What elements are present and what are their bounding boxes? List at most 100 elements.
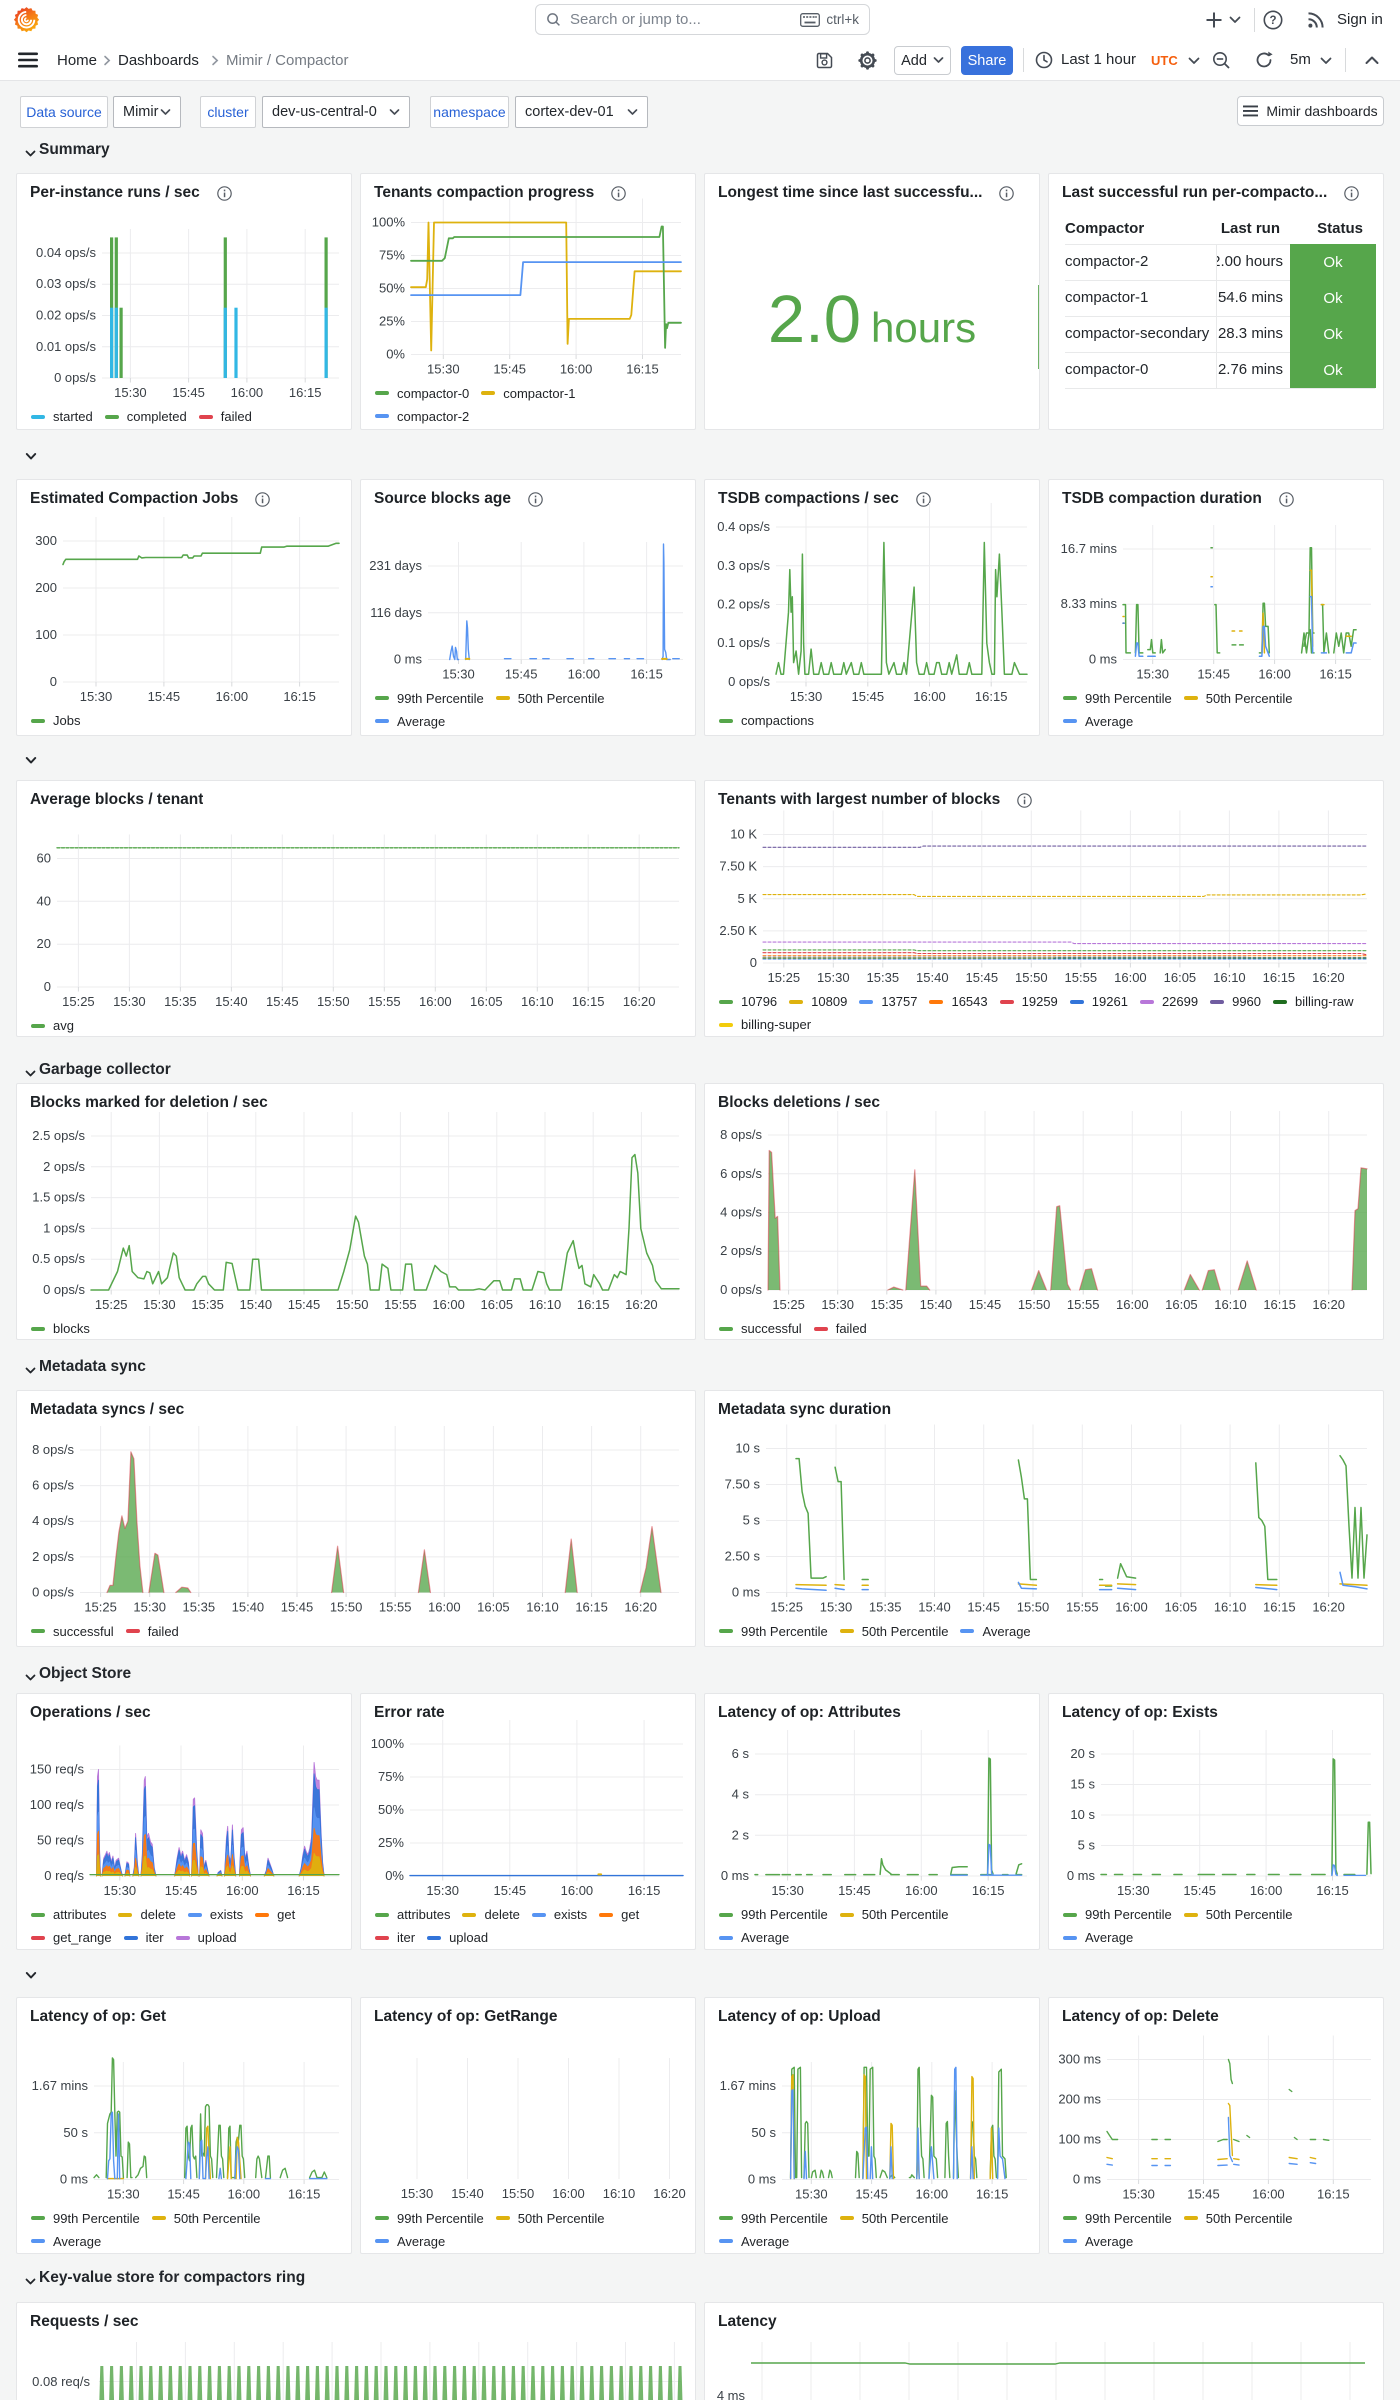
svg-text:16:20: 16:20 — [624, 1600, 657, 1615]
svg-text:16:15: 16:15 — [1319, 667, 1352, 682]
svg-text:6 ops/s: 6 ops/s — [720, 1166, 762, 1181]
svg-text:15:30: 15:30 — [427, 362, 460, 377]
svg-text:16:05: 16:05 — [1165, 1297, 1198, 1312]
svg-text:16:00: 16:00 — [231, 385, 264, 400]
svg-text:100 req/s: 100 req/s — [30, 1797, 85, 1812]
svg-text:0 ms: 0 ms — [1073, 2172, 1102, 2187]
svg-text:0.02 ops/s: 0.02 ops/s — [36, 308, 96, 323]
svg-text:16:20: 16:20 — [1312, 1600, 1345, 1615]
svg-text:15:50: 15:50 — [1018, 1297, 1051, 1312]
svg-text:25%: 25% — [379, 314, 405, 329]
svg-text:15:55: 15:55 — [384, 1297, 417, 1312]
svg-text:6 s: 6 s — [732, 1746, 750, 1761]
svg-text:15:50: 15:50 — [502, 2186, 535, 2201]
svg-text:15:30: 15:30 — [771, 1883, 804, 1898]
svg-text:15 s: 15 s — [1070, 1777, 1095, 1792]
svg-text:15:30: 15:30 — [442, 667, 475, 682]
svg-text:5 s: 5 s — [743, 1513, 761, 1528]
svg-text:16:15: 16:15 — [976, 2187, 1009, 2202]
svg-text:0.2 ops/s: 0.2 ops/s — [717, 597, 770, 612]
svg-text:16:05: 16:05 — [1165, 1600, 1198, 1615]
svg-text:100: 100 — [35, 627, 57, 642]
svg-text:16:00: 16:00 — [913, 689, 946, 704]
svg-text:15:35: 15:35 — [183, 1600, 216, 1615]
svg-text:0: 0 — [750, 955, 757, 970]
svg-text:0.01 ops/s: 0.01 ops/s — [36, 339, 96, 354]
svg-text:7.50 K: 7.50 K — [719, 859, 757, 874]
svg-text:116 days: 116 days — [370, 605, 422, 620]
svg-text:200 ms: 200 ms — [1058, 2092, 1101, 2107]
svg-text:15:40: 15:40 — [215, 994, 248, 1009]
svg-text:15:45: 15:45 — [494, 1883, 527, 1898]
svg-text:2 ops/s: 2 ops/s — [43, 1159, 85, 1174]
svg-text:15:30: 15:30 — [817, 970, 850, 985]
svg-text:15:30: 15:30 — [820, 1600, 853, 1615]
svg-text:15:40: 15:40 — [240, 1297, 273, 1312]
svg-text:16:00: 16:00 — [1115, 1600, 1148, 1615]
svg-text:16:00: 16:00 — [905, 1883, 938, 1898]
svg-text:50 s: 50 s — [63, 2125, 88, 2140]
svg-text:15:35: 15:35 — [191, 1297, 224, 1312]
svg-text:0 req/s: 0 req/s — [44, 1868, 84, 1883]
svg-text:15:45: 15:45 — [1187, 2187, 1220, 2202]
svg-text:16:00: 16:00 — [419, 994, 452, 1009]
svg-text:15:45: 15:45 — [172, 385, 205, 400]
svg-text:16:10: 16:10 — [1214, 1600, 1247, 1615]
svg-text:15:55: 15:55 — [1065, 970, 1098, 985]
svg-text:0 ops/s: 0 ops/s — [32, 1585, 74, 1600]
svg-text:15:50: 15:50 — [317, 994, 350, 1009]
svg-text:0 ms: 0 ms — [60, 2172, 89, 2187]
svg-text:8 ops/s: 8 ops/s — [720, 1127, 762, 1142]
svg-text:15:25: 15:25 — [95, 1297, 128, 1312]
svg-text:0 ms: 0 ms — [1089, 652, 1118, 667]
svg-text:16:00: 16:00 — [568, 667, 601, 682]
svg-text:20: 20 — [37, 936, 51, 951]
svg-text:8.33 mins: 8.33 mins — [1061, 596, 1118, 611]
svg-text:15:35: 15:35 — [871, 1297, 904, 1312]
svg-text:16:10: 16:10 — [1214, 1297, 1247, 1312]
svg-text:7.50 s: 7.50 s — [725, 1477, 761, 1492]
svg-text:15:45: 15:45 — [1197, 667, 1230, 682]
svg-text:16:00: 16:00 — [561, 1883, 594, 1898]
svg-text:15:30: 15:30 — [426, 1883, 459, 1898]
svg-text:15:30: 15:30 — [80, 689, 113, 704]
svg-text:16:00: 16:00 — [1250, 1883, 1283, 1898]
svg-text:15:35: 15:35 — [867, 970, 900, 985]
svg-text:15:50: 15:50 — [1015, 970, 1048, 985]
svg-text:16:00: 16:00 — [1114, 970, 1147, 985]
svg-text:16:20: 16:20 — [1312, 1297, 1345, 1312]
svg-text:16:20: 16:20 — [1312, 970, 1345, 985]
svg-text:15:30: 15:30 — [790, 689, 823, 704]
svg-text:15:25: 15:25 — [84, 1600, 117, 1615]
svg-text:2 ops/s: 2 ops/s — [32, 1549, 74, 1564]
svg-text:60: 60 — [37, 851, 51, 866]
svg-text:0%: 0% — [385, 1868, 404, 1883]
svg-text:15:45: 15:45 — [967, 1600, 1000, 1615]
svg-text:1.67 mins: 1.67 mins — [32, 2078, 89, 2093]
svg-text:16:00: 16:00 — [1258, 667, 1291, 682]
svg-text:15:30: 15:30 — [401, 2186, 434, 2201]
svg-text:15:30: 15:30 — [107, 2187, 140, 2202]
svg-text:4 s: 4 s — [732, 1787, 750, 1802]
svg-text:16:10: 16:10 — [521, 994, 554, 1009]
svg-text:16:00: 16:00 — [216, 689, 249, 704]
svg-text:75%: 75% — [378, 1769, 404, 1784]
svg-text:0.1 ops/s: 0.1 ops/s — [717, 635, 770, 650]
svg-text:2 s: 2 s — [732, 1827, 750, 1842]
svg-text:16:20: 16:20 — [623, 994, 656, 1009]
svg-text:16:15: 16:15 — [1263, 970, 1296, 985]
svg-text:16:15: 16:15 — [626, 362, 659, 377]
svg-text:15:50: 15:50 — [336, 1297, 369, 1312]
svg-text:0: 0 — [44, 979, 51, 994]
svg-text:15:55: 15:55 — [1067, 1297, 1100, 1312]
svg-text:10 s: 10 s — [1070, 1807, 1095, 1822]
svg-text:15:40: 15:40 — [918, 1600, 951, 1615]
svg-text:16:10: 16:10 — [529, 1297, 562, 1312]
svg-text:16:00: 16:00 — [1116, 1297, 1149, 1312]
svg-text:16:15: 16:15 — [1316, 1883, 1349, 1898]
svg-text:0 ops/s: 0 ops/s — [728, 674, 770, 689]
svg-text:15:45: 15:45 — [1183, 1883, 1216, 1898]
svg-text:0 ops/s: 0 ops/s — [720, 1282, 762, 1297]
svg-text:15:30: 15:30 — [113, 994, 146, 1009]
svg-text:15:45: 15:45 — [493, 362, 526, 377]
